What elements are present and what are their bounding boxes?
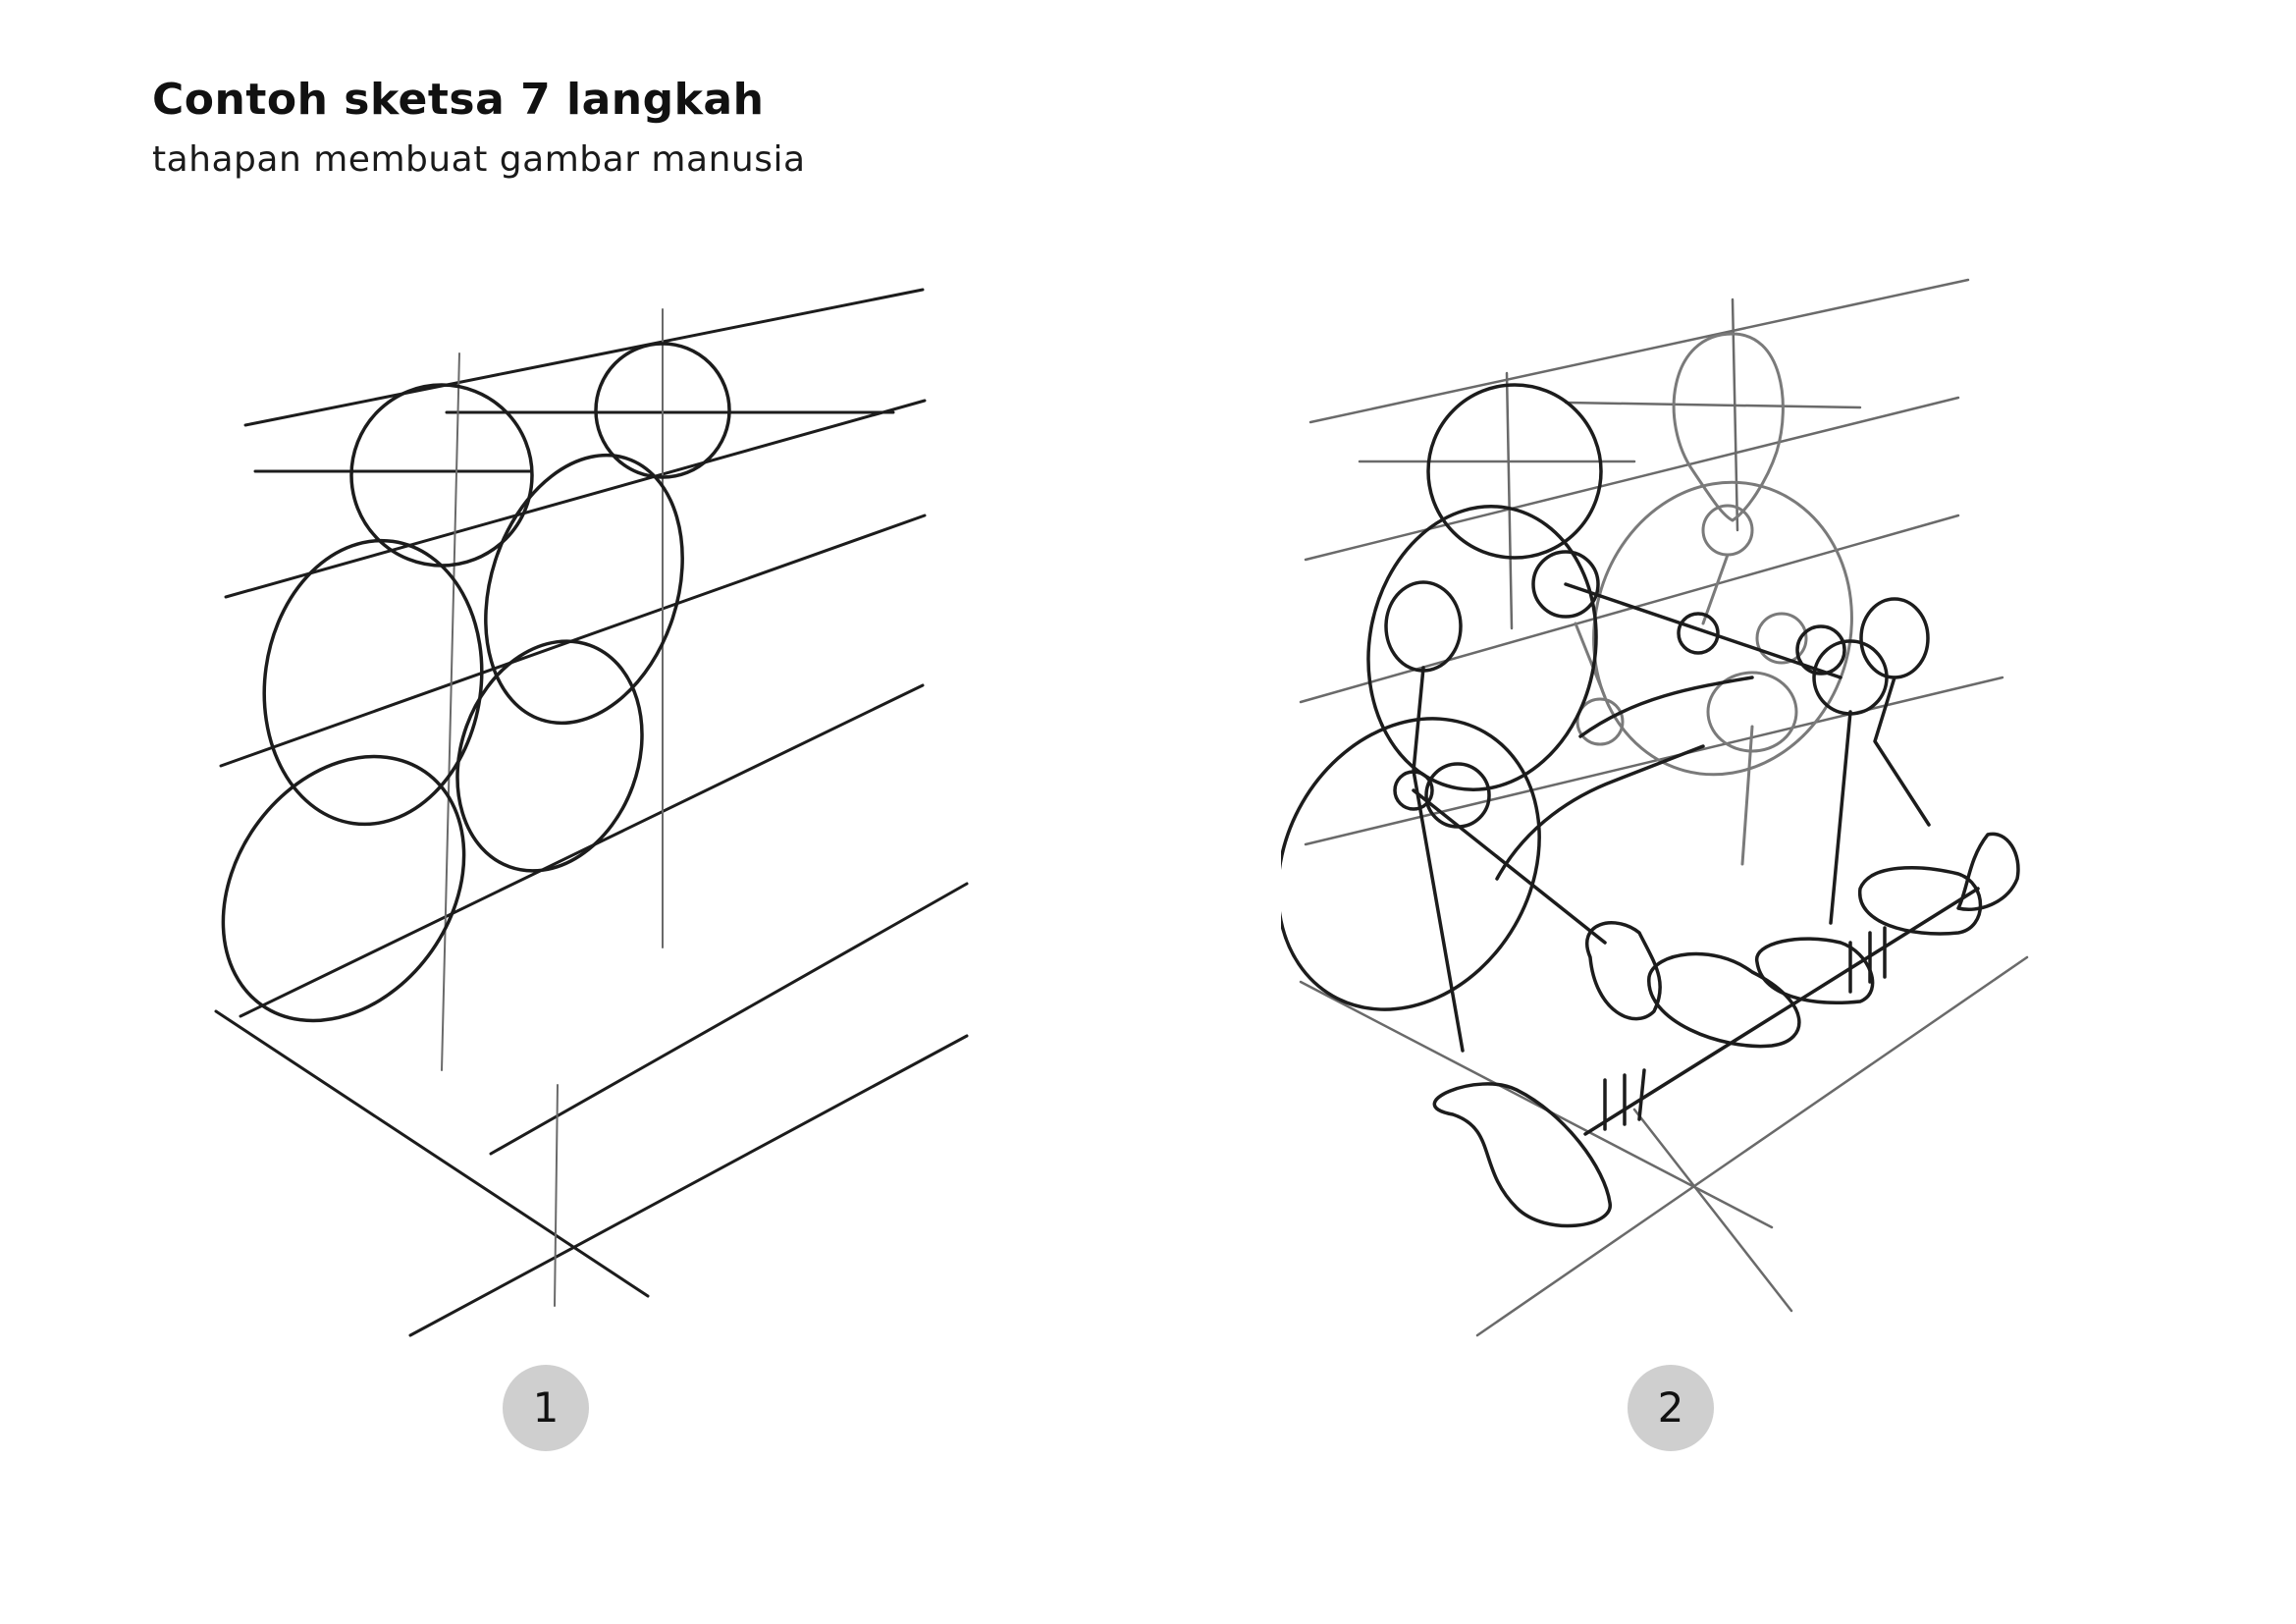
sketch-step-2 (1281, 236, 2052, 1340)
page-subtitle: tahapan membuat gambar manusia (152, 139, 806, 180)
sketch-step-1 (206, 236, 977, 1340)
page-title: Contoh sketsa 7 langkah (152, 75, 765, 125)
step-badge-1: 1 (503, 1365, 589, 1451)
step-badge-2: 2 (1628, 1365, 1714, 1451)
